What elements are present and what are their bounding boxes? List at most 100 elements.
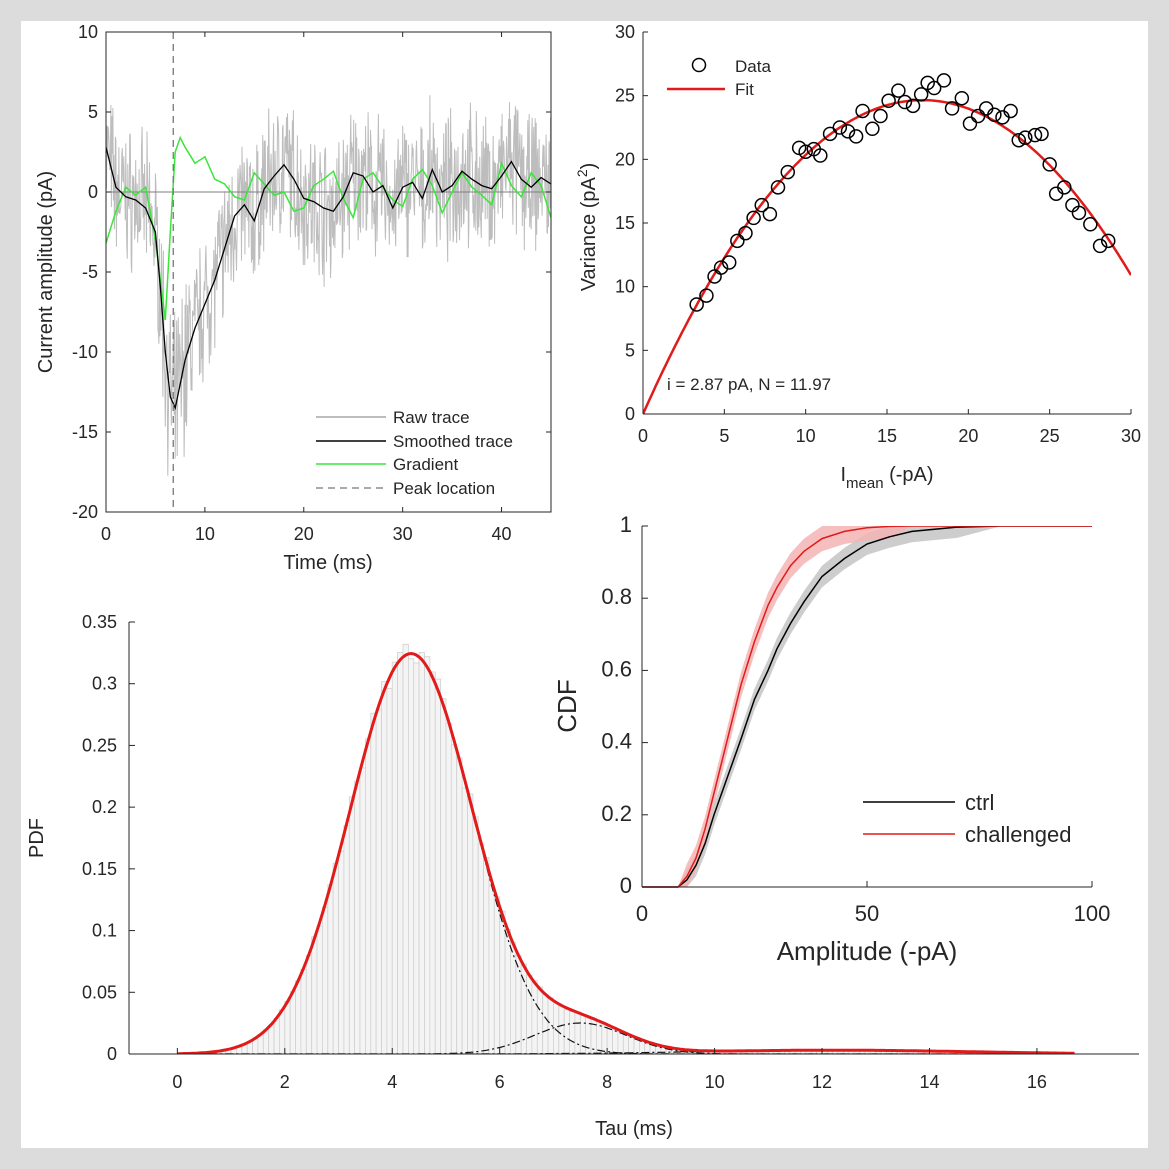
variance-x-tick-label: 0 xyxy=(638,426,648,446)
histogram-bar xyxy=(268,1024,275,1054)
trace-y-axis-label: Current amplitude (pA) xyxy=(35,171,57,373)
legend-peak-label: Peak location xyxy=(393,479,495,498)
histogram-bar xyxy=(509,941,517,1054)
pdf-y-tick-label: 0 xyxy=(107,1044,117,1064)
data-point xyxy=(1027,127,1043,143)
variance-y-label-main: Variance (pA xyxy=(578,177,600,292)
trace-y-tick-label: -5 xyxy=(82,262,98,282)
pdf-y-tick-label: 0.15 xyxy=(82,859,117,879)
data-point xyxy=(1034,126,1049,142)
data-point xyxy=(1042,157,1057,172)
histogram-bar xyxy=(289,991,297,1054)
legend-fit-label: Fit xyxy=(735,80,754,99)
pdf-x-tick-label: 12 xyxy=(812,1072,832,1092)
data-point xyxy=(848,129,864,144)
variance-x-tick-label: 10 xyxy=(796,426,816,446)
pdf-y-tick-label: 0.1 xyxy=(92,921,117,941)
data-point xyxy=(780,164,796,180)
data-point xyxy=(713,260,729,275)
histogram-bar xyxy=(483,857,490,1054)
variance-y-tick-label: 0 xyxy=(625,404,635,424)
cdf-legend: ctrl challenged xyxy=(863,790,1071,847)
histogram-bar xyxy=(558,1005,565,1054)
variance-x-axis-label: Imean (-pA) xyxy=(840,464,933,492)
cdf-y-axis-label: CDF xyxy=(552,679,582,732)
data-point xyxy=(913,87,929,102)
data-point xyxy=(1011,132,1027,148)
histogram-bar xyxy=(354,780,361,1054)
histogram-bar xyxy=(418,652,425,1054)
trace-x-tick-label: 10 xyxy=(195,524,215,544)
histogram-bar xyxy=(536,986,544,1054)
histogram-bar xyxy=(569,1011,576,1054)
component-curve-2 xyxy=(177,1022,1075,1054)
cdf-panel: 0 50 100 1 0.8 0.6 0.4 0.2 0 Amplitude (-pA) CDF… xyxy=(552,509,1146,983)
histogram-bar xyxy=(343,825,350,1054)
trace-y-tick-label: 0 xyxy=(88,182,98,202)
pdf-y-tick-label: 0.05 xyxy=(82,982,117,1002)
histogram-bar xyxy=(370,712,377,1054)
data-point xyxy=(840,124,856,139)
histogram-bar xyxy=(397,652,404,1054)
pdf-x-tick-label: 0 xyxy=(172,1072,182,1092)
histogram-bar xyxy=(606,1026,613,1054)
histogram-bar xyxy=(467,793,474,1054)
histogram-bar xyxy=(504,929,511,1054)
histogram-bar xyxy=(338,850,345,1054)
histogram-bar xyxy=(531,980,538,1054)
variance-panel: 0 5 10 15 20 25 30 30 25 20 15 10 5 0 Imean (-pA) Var… xyxy=(574,22,1141,492)
variance-legend: Data Fit xyxy=(667,57,771,99)
data-point xyxy=(873,108,888,124)
histogram-bar xyxy=(450,744,458,1054)
data-point xyxy=(944,101,960,116)
variance-y-label-sup: 2 xyxy=(574,169,590,177)
gradient-line xyxy=(106,135,551,321)
ctrl-cdf-line xyxy=(642,526,1092,888)
variance-ticks: 0 5 10 15 20 25 30 30 25 20 15 10 5 0 xyxy=(615,22,1141,446)
data-point xyxy=(762,206,778,222)
histogram-bar xyxy=(413,662,420,1054)
cdf-x-tick-label: 0 xyxy=(636,901,648,926)
variance-y-tick-label: 30 xyxy=(615,22,635,42)
data-point xyxy=(1092,238,1108,254)
data-point xyxy=(891,83,906,98)
histogram-bar xyxy=(574,1011,581,1054)
histogram-bar xyxy=(407,658,415,1054)
data-point xyxy=(978,101,994,116)
variance-y-tick-label: 20 xyxy=(615,149,635,169)
smoothed-trace-line xyxy=(106,147,551,411)
histogram-bar xyxy=(434,678,442,1054)
challenged-cdf-line xyxy=(642,526,1092,888)
histogram-bar xyxy=(273,1018,280,1054)
histogram-bar xyxy=(278,1009,286,1054)
cdf-y-tick-label: 0.2 xyxy=(601,801,632,826)
data-point xyxy=(1018,130,1033,145)
data-point xyxy=(905,98,921,114)
pdf-panel: 0 2 4 6 8 10 12 14 16 0.35 0.3 0.25 0.2 0.15 0.1 0.050 … xyxy=(26,612,1139,1140)
trace-x-tick-label: 0 xyxy=(101,524,111,544)
data-point xyxy=(936,73,952,88)
histogram-bar xyxy=(617,1030,624,1054)
data-point xyxy=(855,103,870,119)
data-point xyxy=(1100,233,1116,249)
histogram-bar xyxy=(321,906,329,1054)
variance-x-tick-label: 20 xyxy=(958,426,978,446)
trace-y-tick-label: -15 xyxy=(72,422,98,442)
histogram-bar xyxy=(429,671,436,1054)
variance-y-axis-label: Variance (pA2) xyxy=(574,163,600,292)
pdf-plot-area xyxy=(176,643,1075,1054)
cdf-panel-background xyxy=(638,509,1146,983)
data-point xyxy=(754,197,769,213)
trace-legend: Raw trace Smoothed trace Gradient Peak l… xyxy=(316,408,513,498)
cdf-ticks: 0 50 100 1 0.8 0.6 0.4 0.2 0 xyxy=(601,512,1110,926)
pdf-x-tick-label: 10 xyxy=(705,1072,725,1092)
data-point xyxy=(865,121,880,137)
data-point xyxy=(1083,217,1098,232)
raw-trace-line xyxy=(106,95,551,476)
trace-x-tick-label: 40 xyxy=(492,524,512,544)
data-point xyxy=(730,233,745,249)
pdf-x-tick-label: 16 xyxy=(1027,1072,1047,1092)
legend-data-marker xyxy=(691,57,707,73)
histogram-bar xyxy=(526,974,533,1054)
pdf-x-tick-label: 6 xyxy=(495,1072,505,1092)
